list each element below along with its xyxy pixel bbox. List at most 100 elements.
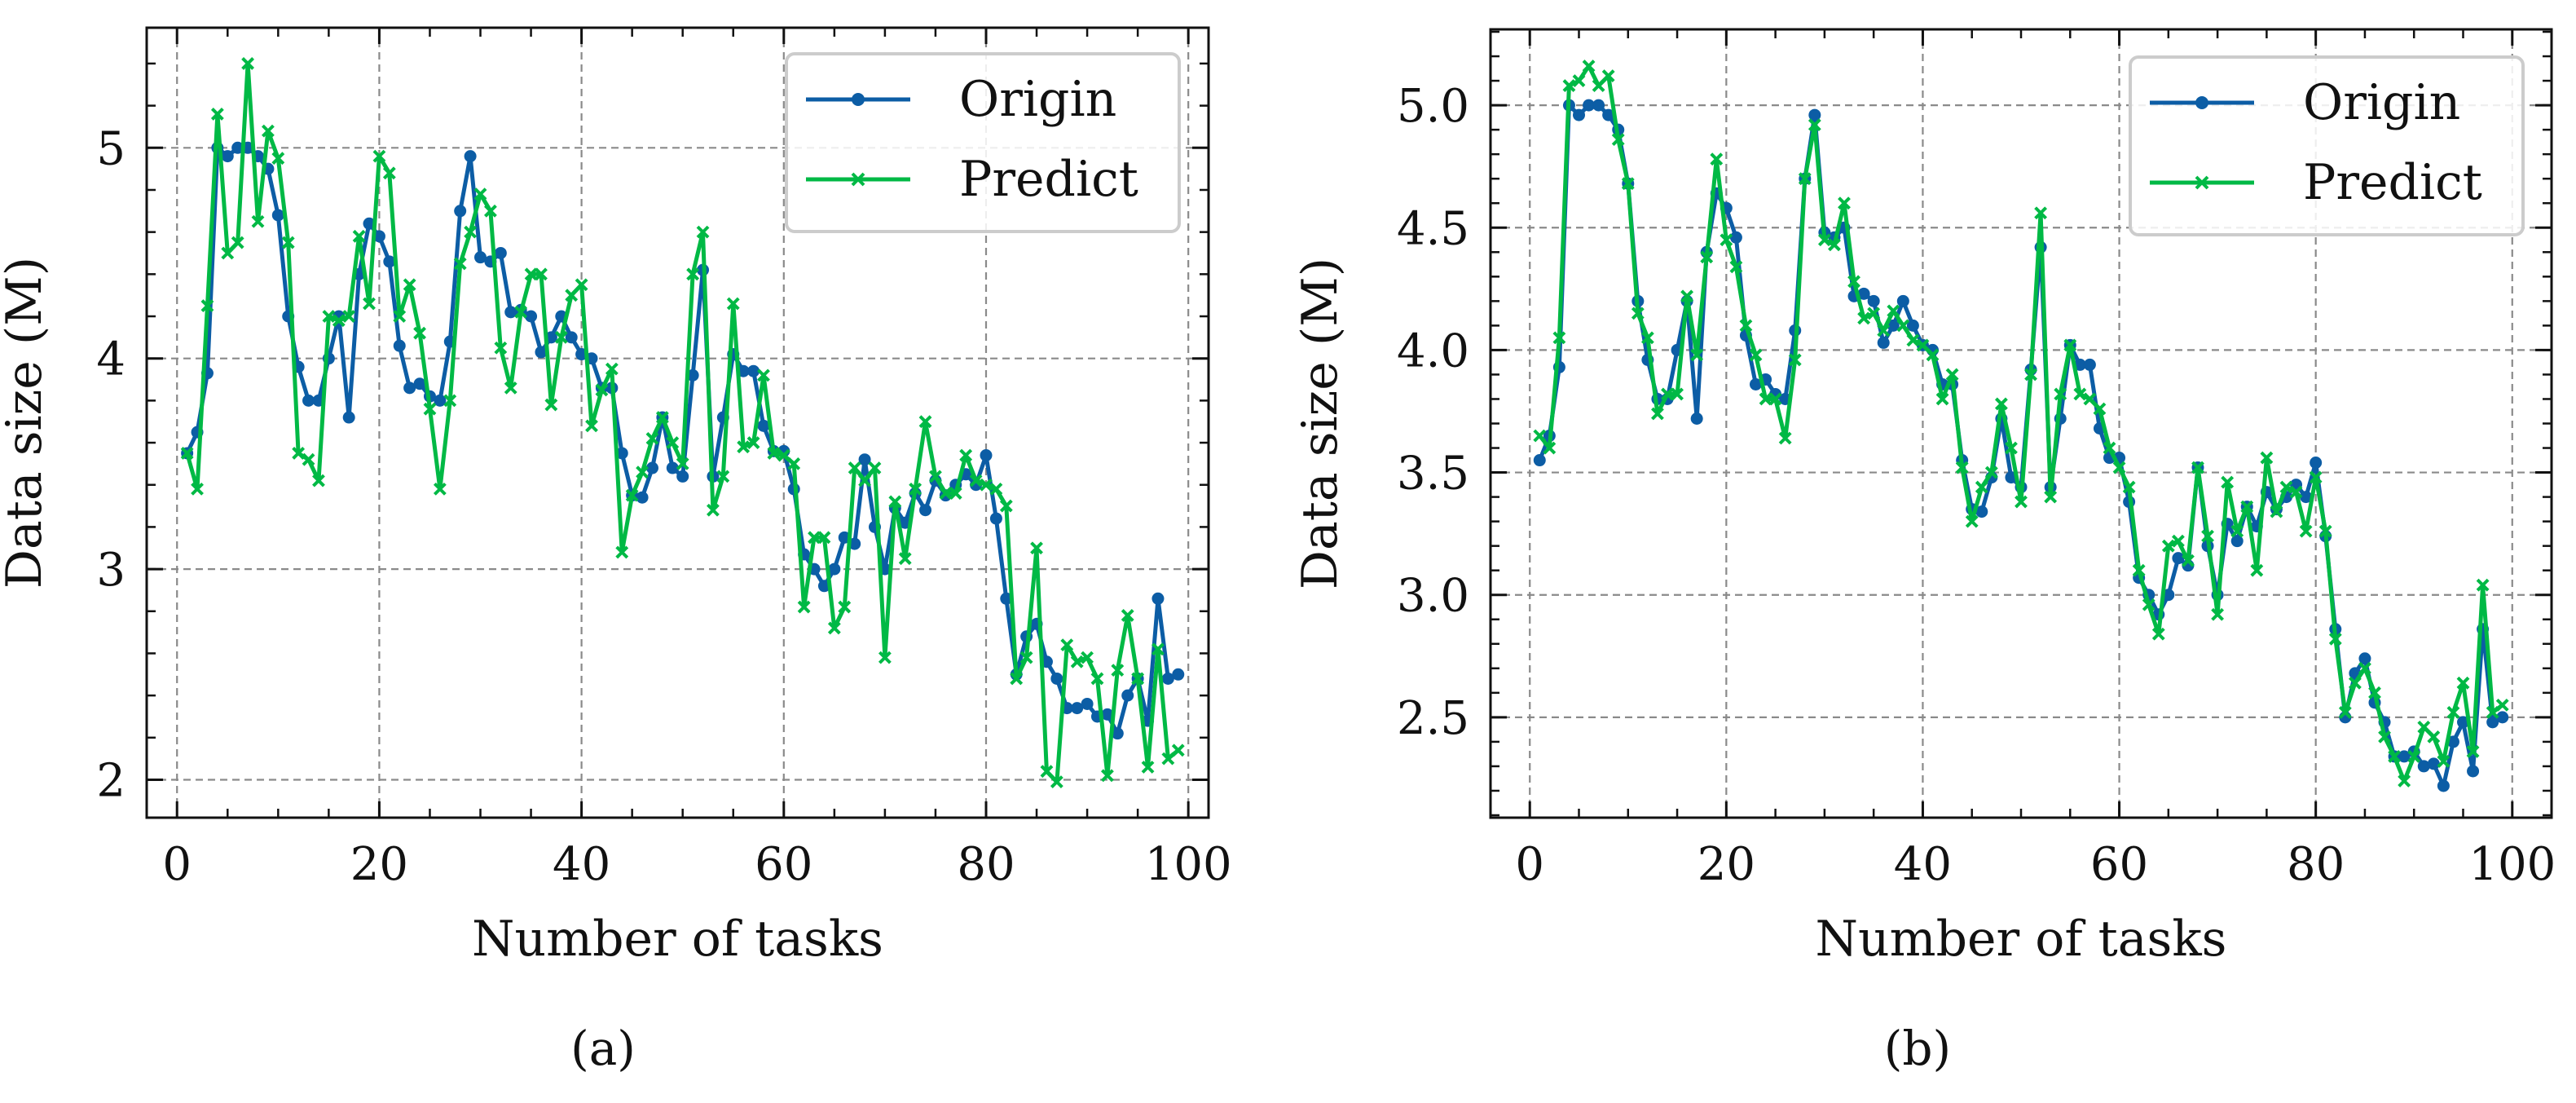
data-point-predict (363, 297, 376, 311)
data-point-predict (2388, 750, 2402, 763)
data-point-predict (1994, 397, 2008, 411)
data-point-origin (2496, 711, 2509, 724)
data-point-predict (1710, 152, 1724, 166)
data-point-predict (1161, 752, 1175, 765)
data-point-predict (777, 448, 790, 462)
data-point-predict (1984, 465, 1998, 479)
legend-label-origin: Origin (2303, 74, 2460, 131)
data-point-origin (454, 205, 467, 218)
data-point-origin (2300, 491, 2313, 504)
data-point-predict (2456, 676, 2470, 690)
data-point-predict (2005, 441, 2018, 455)
data-point-origin (1887, 319, 1900, 332)
data-point-origin (2417, 760, 2430, 773)
data-point-predict (858, 474, 871, 488)
data-point-predict (797, 600, 811, 614)
y-tick-label: 4 (96, 333, 125, 386)
data-point-origin (676, 470, 689, 483)
data-point-predict (2054, 387, 2067, 401)
data-point-predict (595, 383, 609, 397)
data-point-origin (1172, 668, 1185, 681)
data-point-predict (200, 299, 214, 313)
data-point-predict (909, 482, 923, 496)
data-point-predict (2182, 554, 2195, 567)
data-point-origin (363, 217, 376, 230)
data-point-predict (2417, 720, 2431, 734)
data-point-predict (1070, 655, 1084, 668)
data-point-predict (2171, 534, 2185, 548)
data-point-origin (504, 306, 517, 319)
data-point-predict (372, 149, 386, 163)
panel-caption: (b) (1884, 1021, 1951, 1076)
data-point-predict (2289, 485, 2303, 499)
legend-label-predict: Predict (2303, 154, 2482, 211)
data-point-predict (1661, 387, 1674, 401)
data-point-predict (1935, 392, 1949, 406)
data-point-origin (2467, 765, 2480, 778)
x-tick-label: 20 (1698, 838, 1755, 891)
data-point-predict (2378, 730, 2391, 743)
data-point-predict (2279, 480, 2293, 494)
data-point-origin (2083, 358, 2096, 371)
data-point-predict (413, 326, 426, 340)
data-point-predict (1572, 74, 1586, 87)
legend-marker-origin (2195, 96, 2208, 109)
data-point-predict (332, 314, 346, 328)
legend-marker-predict (2195, 175, 2209, 190)
data-point-predict (605, 362, 619, 376)
data-point-predict (1562, 79, 1576, 92)
y-tick-label: 4.5 (1397, 202, 1469, 255)
data-point-predict (1808, 118, 1821, 132)
data-point-predict (817, 531, 831, 545)
data-point-predict (2368, 686, 2381, 699)
data-point-predict (281, 236, 295, 249)
data-point-origin (2172, 552, 2185, 565)
data-point-predict (241, 57, 255, 70)
data-point-origin (342, 411, 355, 424)
data-point-predict (1631, 307, 1645, 320)
data-point-origin (494, 246, 507, 259)
data-point-predict (615, 545, 629, 559)
data-point-predict (1798, 172, 1812, 186)
data-point-predict (666, 436, 680, 449)
data-point-predict (949, 487, 962, 500)
data-point-predict (1729, 260, 1743, 274)
data-point-predict (686, 267, 700, 281)
data-point-origin (1081, 697, 1094, 710)
data-point-predict (544, 398, 558, 412)
data-point-predict (261, 124, 275, 138)
data-point-predict (2191, 461, 2204, 474)
data-point-predict (1788, 353, 1802, 367)
data-point-predict (2151, 627, 2165, 641)
data-point-predict (2230, 524, 2244, 538)
data-point-predict (2437, 755, 2451, 768)
data-point-predict (1151, 642, 1165, 656)
data-point-predict (868, 461, 882, 474)
data-point-predict (2122, 480, 2136, 494)
data-point-predict (1720, 233, 1733, 247)
data-point-origin (1690, 412, 1703, 425)
data-point-predict (1060, 638, 1074, 652)
x-tick-label: 20 (350, 838, 408, 891)
data-point-predict (514, 305, 528, 319)
data-point-predict (1100, 769, 1114, 783)
data-point-origin (1121, 689, 1134, 702)
data-point-predict (2083, 392, 2097, 406)
data-point-predict (1171, 743, 1185, 757)
data-point-predict (1040, 765, 1054, 779)
data-point-predict (575, 278, 588, 292)
data-point-predict (746, 436, 760, 449)
x-tick-label: 80 (957, 838, 1015, 891)
data-point-origin (645, 461, 658, 474)
data-point-predict (1749, 348, 1763, 362)
data-point-predict (352, 229, 366, 243)
x-tick-label: 100 (1145, 838, 1232, 891)
data-point-predict (838, 600, 852, 614)
data-point-predict (767, 447, 781, 460)
data-point-origin (2437, 779, 2450, 792)
data-point-predict (1778, 431, 1792, 445)
y-tick-label: 5 (96, 122, 125, 175)
data-point-predict (1965, 514, 1979, 528)
data-point-predict (999, 499, 1013, 513)
data-point-predict (231, 236, 244, 249)
